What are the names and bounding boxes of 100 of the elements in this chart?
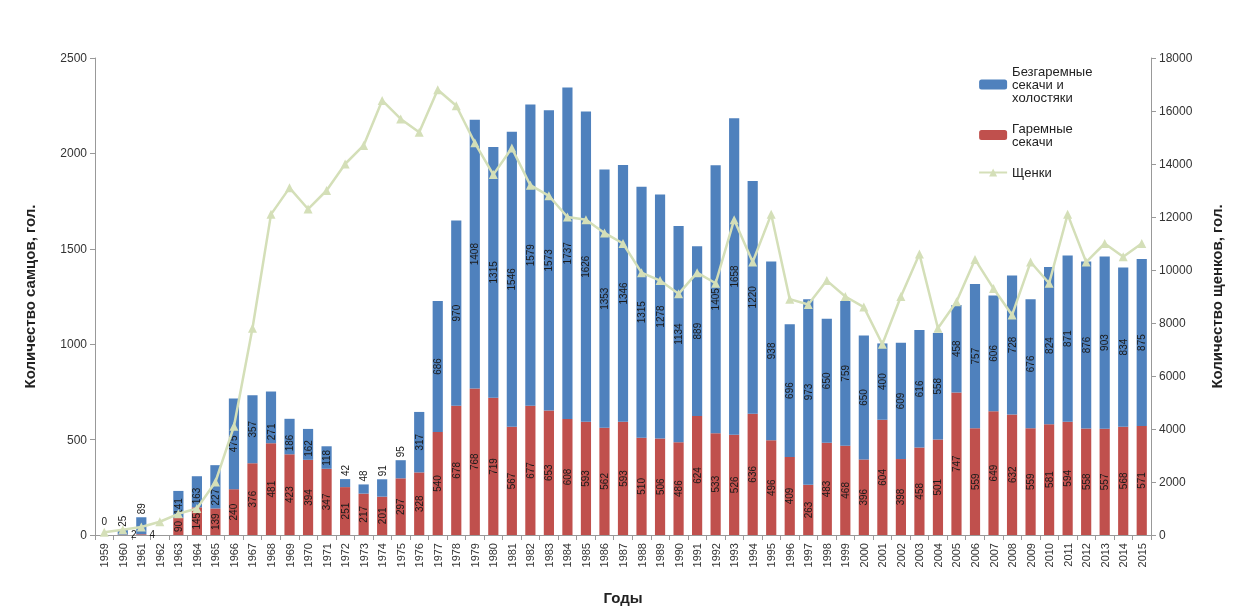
data-label: 1658: [728, 264, 740, 288]
x-tick-label: 2011: [1061, 543, 1074, 567]
y2-tick-label: 2000: [1159, 475, 1187, 489]
y2-tick-label: 12000: [1159, 210, 1193, 224]
data-label: 903: [1099, 333, 1111, 351]
x-tick-label: 1991: [691, 543, 704, 568]
data-label: 649: [988, 464, 1000, 482]
x-tick-label: 2000: [857, 543, 870, 568]
data-label: 186: [284, 434, 296, 452]
x-tick-label: 1978: [450, 543, 463, 568]
x-tick-label: 1984: [561, 543, 574, 568]
y2-axis-title: Количество щенков, гол.: [1208, 204, 1225, 389]
data-label: 423: [284, 485, 296, 503]
data-label: 632: [1006, 465, 1018, 484]
data-label: 486: [673, 479, 685, 497]
y2-tick-label: 18000: [1159, 51, 1193, 65]
data-label: 608: [561, 468, 573, 486]
x-tick-label: 1977: [431, 543, 444, 568]
x-tick-label: 1961: [135, 543, 148, 568]
legend-label: Щенки: [1012, 165, 1052, 180]
data-label: 876: [1080, 336, 1092, 354]
data-label: 678: [450, 461, 462, 479]
data-label: 636: [747, 465, 759, 483]
data-label: 606: [988, 344, 1000, 362]
x-tick-label: 1983: [542, 543, 555, 568]
data-label: 201: [376, 507, 388, 525]
y2-tick-label: 14000: [1159, 157, 1193, 171]
data-label: 653: [543, 463, 555, 482]
y-tick-label: 1000: [60, 337, 88, 352]
data-label: 970: [450, 304, 462, 322]
y2-tick-label: 6000: [1159, 369, 1187, 383]
data-label: 558: [932, 377, 944, 395]
x-tick-label: 1997: [802, 543, 815, 568]
data-label: 1353: [598, 287, 610, 310]
y-tick-label: 0: [80, 528, 88, 542]
data-label: 317: [413, 433, 425, 451]
data-label: 251: [339, 502, 351, 520]
data-label: 376: [246, 490, 258, 508]
data-label: 562: [598, 472, 610, 490]
data-label: 824: [1043, 336, 1055, 354]
data-label: 593: [580, 469, 592, 487]
x-tick-label: 2013: [1098, 543, 1111, 568]
y-tick-label: 500: [66, 432, 88, 447]
data-label: 676: [1025, 355, 1037, 373]
x-tick-label: 1979: [468, 543, 481, 568]
legend-label: Безгаремные секачи и холостяки: [1012, 64, 1097, 105]
data-label: 719: [487, 457, 499, 475]
data-label: 1278: [654, 304, 666, 328]
data-label: 1346: [617, 281, 629, 305]
data-label: 594: [1062, 469, 1074, 487]
data-label: 1315: [636, 300, 648, 324]
data-label: 227: [209, 488, 221, 506]
x-tick-label: 1974: [376, 543, 389, 568]
data-label: 48: [358, 469, 370, 482]
data-label: 938: [765, 342, 777, 360]
data-label: 747: [950, 454, 962, 473]
data-label: 533: [710, 475, 722, 493]
x-tick-label: 1972: [339, 543, 352, 568]
x-tick-label: 1963: [172, 543, 185, 568]
data-label: 558: [1080, 472, 1092, 491]
x-tick-label: 1967: [246, 543, 259, 568]
x-tick-label: 2012: [1080, 543, 1093, 568]
data-label: 650: [858, 388, 870, 406]
data-label: 1737: [561, 241, 573, 265]
data-label: 768: [469, 452, 481, 471]
x-tick-label: 1996: [783, 543, 796, 568]
x-tick-label: 2015: [1135, 543, 1148, 568]
x-tick-label: 1970: [302, 543, 315, 568]
x-tick-label: 2010: [1043, 543, 1056, 568]
data-label: 875: [1136, 333, 1148, 351]
data-label: 139: [209, 512, 221, 531]
data-label: 1579: [524, 243, 536, 267]
data-label: 696: [784, 381, 796, 399]
data-label: 483: [821, 480, 833, 498]
x-tick-label: 1986: [598, 543, 611, 568]
x-tick-label: 1990: [672, 543, 685, 568]
x-tick-label: 2009: [1024, 543, 1037, 568]
y-tick-label: 2000: [60, 146, 88, 161]
data-label: 145: [191, 512, 203, 530]
data-label: 89: [135, 502, 147, 515]
data-label: 1134: [673, 322, 685, 345]
data-label: 240: [228, 503, 240, 521]
legend-label: Гаремные секачи: [1012, 121, 1077, 149]
data-label: 2: [130, 529, 137, 541]
data-label: 567: [506, 472, 518, 490]
data-label: 357: [246, 420, 258, 438]
x-tick-label: 1993: [728, 543, 741, 568]
data-label: 871: [1062, 329, 1074, 347]
data-label: 540: [432, 474, 444, 492]
data-label: 468: [839, 481, 851, 499]
data-label: 25: [117, 515, 129, 527]
x-tick-label: 2005: [950, 543, 963, 568]
x-tick-label: 1960: [116, 543, 129, 568]
y2-tick-label: 0: [1159, 528, 1166, 542]
x-tick-label: 1998: [820, 543, 833, 568]
data-label: 297: [395, 497, 407, 516]
x-tick-label: 2007: [987, 543, 1000, 568]
data-label: 568: [1117, 472, 1129, 490]
x-tick-label: 1982: [524, 543, 537, 568]
data-label: 347: [321, 493, 333, 511]
